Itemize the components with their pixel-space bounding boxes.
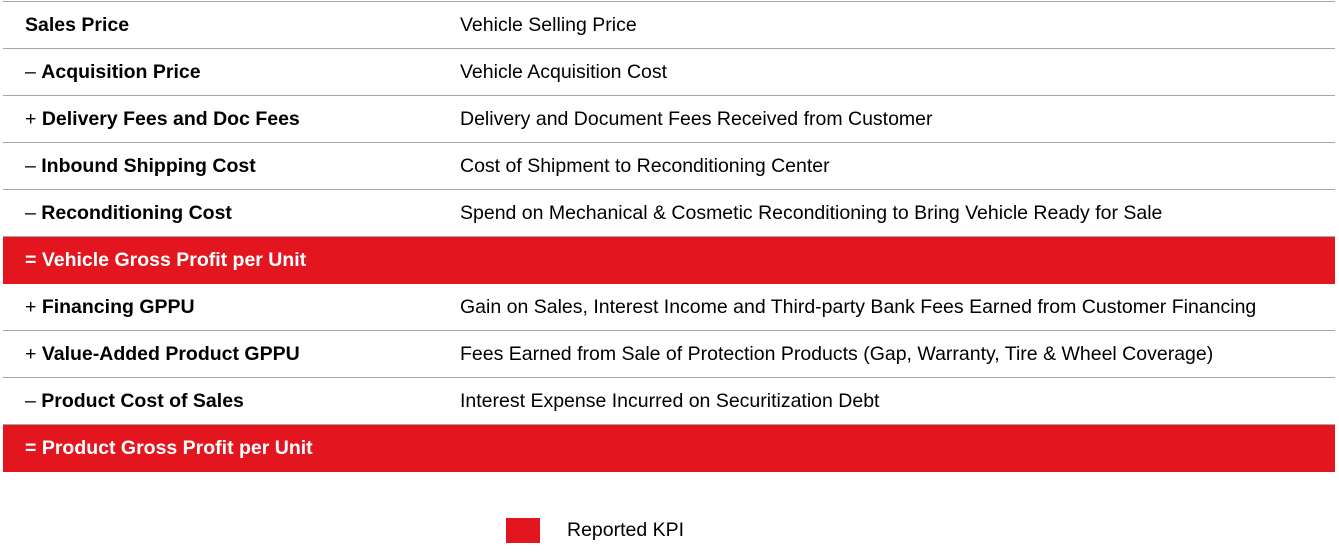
operator-sign: – (25, 154, 42, 177)
metric-cell: Sales Price (3, 14, 438, 37)
metric-label: Inbound Shipping Cost (41, 154, 256, 177)
metric-cell: – Reconditioning Cost (3, 202, 438, 225)
metric-label: Financing GPPU (41, 295, 195, 318)
table-row: + Delivery Fees and Doc Fees Delivery and… (3, 96, 1335, 143)
operator-sign: + (25, 342, 42, 365)
metric-label: Vehicle Gross Profit per Unit (41, 248, 307, 271)
metric-cell: = Product Gross Profit per Unit (3, 437, 438, 460)
kpi-row: = Vehicle Gross Profit per Unit (3, 237, 1335, 284)
operator-sign: – (25, 201, 42, 224)
legend-label: Reported KPI (567, 519, 685, 541)
metric-description: Spend on Mechanical & Cosmetic Reconditi… (460, 201, 1163, 224)
table-row: – Reconditioning Cost Spend on Mechanical… (3, 190, 1335, 237)
metric-cell: + Financing GPPU (3, 296, 438, 319)
metric-label: Product Gross Profit per Unit (41, 436, 313, 459)
metric-description: Vehicle Selling Price (460, 13, 637, 36)
metric-label: Acquisition Price (41, 60, 201, 83)
operator-sign: = (25, 436, 42, 459)
table-row: + Financing GPPU Gain on Sales, Interest … (3, 284, 1335, 331)
table-row: + Value-Added Product GPPU Fees Earned fr… (3, 331, 1335, 378)
metric-cell: – Product Cost of Sales (3, 390, 438, 413)
operator-sign: + (25, 295, 42, 318)
table-row: – Product Cost of Sales Interest Expense … (3, 378, 1335, 425)
metric-description: Gain on Sales, Interest Income and Third… (460, 295, 1257, 318)
operator-sign: – (25, 60, 42, 83)
operator-sign: – (25, 389, 42, 412)
metric-description: Vehicle Acquisition Cost (460, 60, 668, 83)
metric-label: Reconditioning Cost (41, 201, 232, 224)
metric-cell: = Vehicle Gross Profit per Unit (3, 249, 438, 272)
operator-sign: + (25, 107, 42, 130)
table-row: – Inbound Shipping Cost Cost of Shipment … (3, 143, 1335, 190)
metric-cell: + Delivery Fees and Doc Fees (3, 108, 438, 131)
metric-cell: – Inbound Shipping Cost (3, 155, 438, 178)
metric-label: Delivery Fees and Doc Fees (41, 107, 300, 130)
metric-label: Product Cost of Sales (41, 389, 244, 412)
table-row: – Acquisition Price Vehicle Acquisition C… (3, 49, 1335, 96)
metric-cell: + Value-Added Product GPPU (3, 343, 438, 366)
table-row: Sales Price Vehicle Selling Price (3, 2, 1335, 49)
metric-description: Interest Expense Incurred on Securitizat… (460, 389, 880, 412)
kpi-row: = Product Gross Profit per Unit (3, 425, 1335, 472)
metric-description: Fees Earned from Sale of Protection Prod… (460, 342, 1214, 365)
metric-description: Delivery and Document Fees Received from… (460, 107, 933, 130)
metric-description: Cost of Shipment to Reconditioning Cente… (460, 154, 830, 177)
legend: Reported KPI (506, 518, 684, 543)
metric-cell: – Acquisition Price (3, 61, 438, 84)
metric-label: Value-Added Product GPPU (41, 342, 300, 365)
legend-kpi-swatch (506, 518, 540, 543)
gppu-breakdown-table: Sales Price Vehicle Selling Price – Acquis… (3, 1, 1335, 472)
operator-sign: = (25, 248, 42, 271)
metric-label: Sales Price (25, 13, 130, 36)
